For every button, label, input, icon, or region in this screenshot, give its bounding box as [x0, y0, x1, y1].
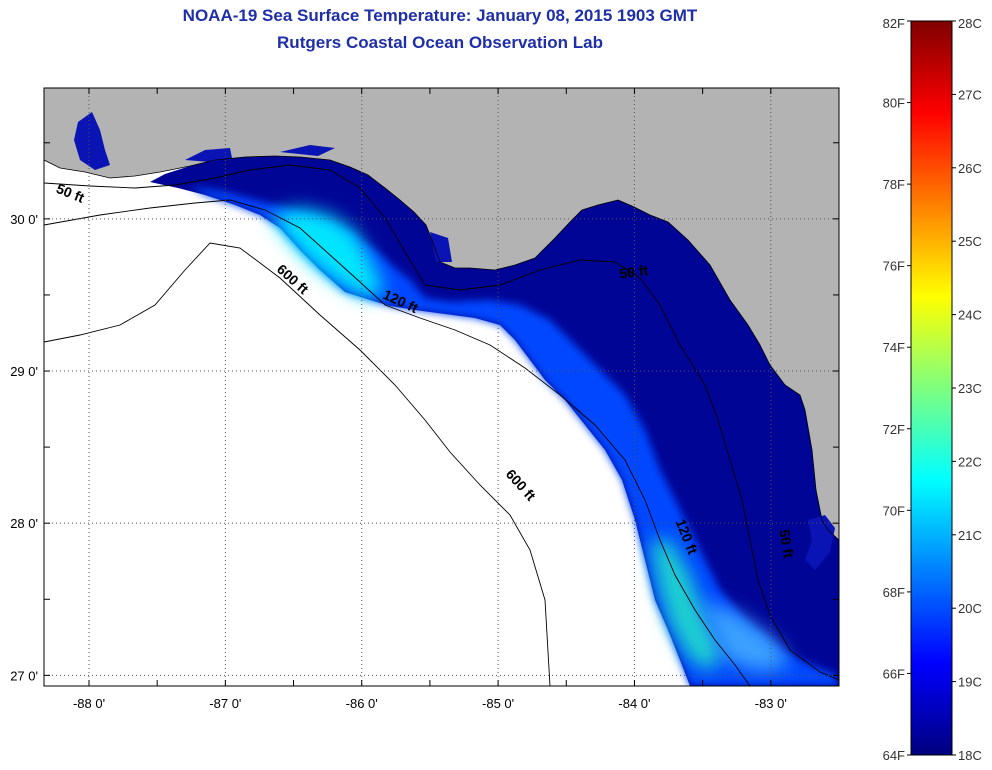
lat-tick-label: 28 0'	[10, 516, 38, 531]
colorbar-c-label: 27C	[958, 87, 982, 102]
sst-cyan-patch-south	[650, 540, 722, 672]
lon-tick-label: -88 0'	[73, 696, 105, 711]
colorbar-c-label: 23C	[958, 381, 982, 396]
lat-tick-label: 27 0'	[10, 668, 38, 683]
bay-pensacola	[185, 148, 232, 162]
map-subtitle: Rutgers Coastal Ocean Observation Lab	[277, 33, 603, 52]
colorbar-c-label: 22C	[958, 454, 982, 469]
colorbar-c-label: 19C	[958, 675, 982, 690]
colorbar-f-label: 80F	[883, 96, 905, 111]
isobath-label: 50 ft	[618, 262, 649, 282]
map-frame	[43, 87, 840, 687]
colorbar-c-label: 24C	[958, 308, 982, 323]
lon-tick-label: -87 0'	[209, 696, 241, 711]
colorbar-f-label: 72F	[883, 422, 905, 437]
colorbar-f-label: 76F	[883, 259, 905, 274]
isobath-120ft	[44, 199, 751, 686]
graticule	[44, 88, 839, 686]
lon-tick-label: -83 0'	[755, 696, 787, 711]
isobath-50ft	[44, 164, 839, 681]
bay-apalachee	[430, 232, 452, 262]
isobath-label: 50 ft	[776, 528, 797, 559]
colorbar-c-label: 26C	[958, 161, 982, 176]
colorbar-c-label: 28C	[958, 16, 982, 31]
colorbar-c-label: 20C	[958, 601, 982, 616]
axis-ticks	[44, 88, 840, 686]
lon-tick-label: -86 0'	[346, 696, 378, 711]
sst-light-patch-south	[700, 600, 790, 672]
coastline	[44, 155, 839, 541]
lon-tick-label: -85 0'	[482, 696, 514, 711]
colorbar-f-label: 64F	[883, 748, 905, 763]
colorbar	[910, 20, 953, 756]
bay-choctawhatchee	[280, 145, 335, 156]
lat-tick-label: 29 0'	[10, 364, 38, 379]
colorbar-f-label: 82F	[883, 16, 905, 31]
colorbar-f-label: 78F	[883, 177, 905, 192]
colorbar-labels: 82F 80F 78F 76F 74F 72F 70F 68F 66F 64F 28C 27C 26C 2…	[883, 16, 982, 763]
lon-tick-label: -84 0'	[618, 696, 650, 711]
bay-mobile	[74, 112, 110, 170]
colorbar-f-label: 70F	[883, 503, 905, 518]
map-title: NOAA-19 Sea Surface Temperature: January…	[182, 6, 698, 25]
colorbar-f-label: 66F	[883, 666, 905, 681]
colorbar-c-label: 25C	[958, 234, 982, 249]
lat-tick-label: 30 0'	[10, 212, 38, 227]
colorbar-c-label: 18C	[958, 748, 982, 763]
colorbar-f-label: 68F	[883, 585, 905, 600]
colorbar-c-label: 21C	[958, 528, 982, 543]
colorbar-f-label: 74F	[883, 340, 905, 355]
isobath-600ft	[44, 242, 551, 686]
